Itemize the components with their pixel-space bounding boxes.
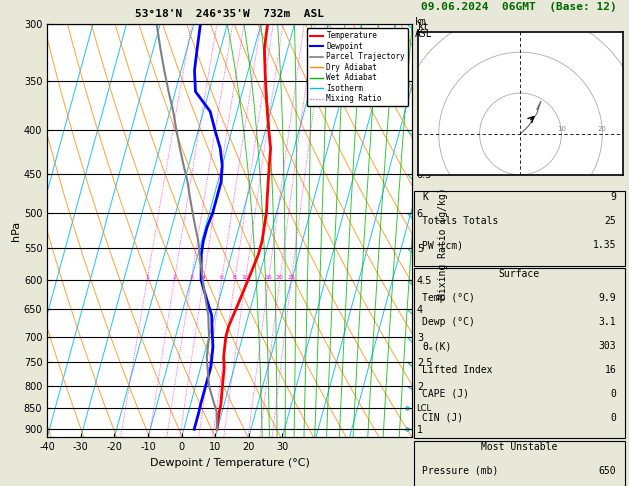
Text: Temp (°C): Temp (°C) [422, 294, 475, 303]
Text: Surface: Surface [499, 269, 540, 279]
Text: Mixing Ratio (g/kg): Mixing Ratio (g/kg) [438, 187, 448, 299]
Text: 303: 303 [599, 341, 616, 351]
Text: 53°18'N  246°35'W  732m  ASL: 53°18'N 246°35'W 732m ASL [135, 9, 324, 19]
Text: 16: 16 [604, 365, 616, 375]
Text: 3.1: 3.1 [599, 317, 616, 327]
Bar [414, 441, 625, 486]
Text: 20: 20 [598, 126, 607, 132]
Text: 20: 20 [276, 275, 284, 280]
Text: 1: 1 [145, 275, 149, 280]
Y-axis label: hPa: hPa [11, 221, 21, 241]
Text: 10: 10 [242, 275, 249, 280]
Text: Pressure (mb): Pressure (mb) [422, 466, 499, 476]
Text: 09.06.2024  06GMT  (Base: 12): 09.06.2024 06GMT (Base: 12) [421, 2, 617, 12]
Legend: Temperature, Dewpoint, Parcel Trajectory, Dry Adiabat, Wet Adiabat, Isotherm, Mi: Temperature, Dewpoint, Parcel Trajectory… [306, 28, 408, 106]
Text: Totals Totals: Totals Totals [422, 216, 499, 226]
Text: Lifted Index: Lifted Index [422, 365, 493, 375]
Text: 6: 6 [220, 275, 223, 280]
Text: 1.35: 1.35 [593, 240, 616, 250]
Text: 16: 16 [265, 275, 272, 280]
Text: 25: 25 [287, 275, 295, 280]
Text: CAPE (J): CAPE (J) [422, 389, 469, 399]
Text: 2: 2 [172, 275, 176, 280]
Text: 4: 4 [201, 275, 206, 280]
Text: 25: 25 [604, 216, 616, 226]
Text: Most Unstable: Most Unstable [481, 442, 557, 452]
Text: 9.9: 9.9 [599, 294, 616, 303]
Text: 650: 650 [599, 466, 616, 476]
X-axis label: Dewpoint / Temperature (°C): Dewpoint / Temperature (°C) [150, 458, 309, 468]
Text: 10: 10 [557, 126, 566, 132]
Text: PW (cm): PW (cm) [422, 240, 464, 250]
Text: 9: 9 [610, 192, 616, 203]
Text: 8: 8 [233, 275, 237, 280]
Text: 3: 3 [189, 275, 193, 280]
Text: θₑ(K): θₑ(K) [422, 341, 452, 351]
Text: K: K [422, 192, 428, 203]
Text: CIN (J): CIN (J) [422, 413, 464, 423]
Text: 0: 0 [610, 389, 616, 399]
Bar [414, 268, 625, 438]
Bar [414, 191, 625, 266]
Text: km
ASL: km ASL [415, 17, 433, 38]
Text: Dewp (°C): Dewp (°C) [422, 317, 475, 327]
Text: LCL: LCL [416, 404, 431, 413]
Text: kt: kt [418, 22, 430, 32]
Text: 0: 0 [610, 413, 616, 423]
